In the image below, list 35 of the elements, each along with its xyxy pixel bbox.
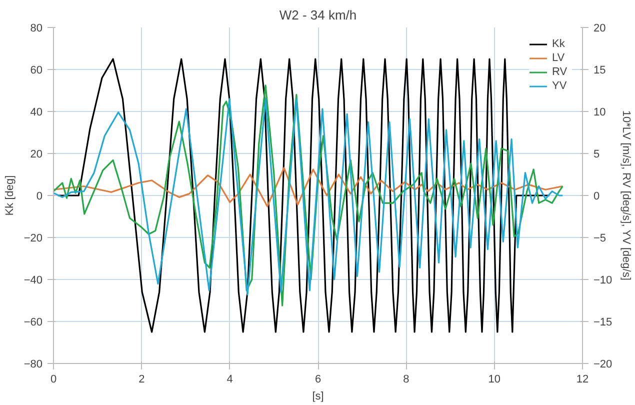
y2-tick-label: −10 (594, 274, 612, 286)
y2-axis-title: 10*LV [m/s], RV [deg/s], YV [deg/s] (620, 110, 632, 280)
y2-tick-label: 10 (594, 106, 606, 118)
y2-tick-label: −15 (594, 316, 612, 328)
y-tick-label: −60 (24, 316, 43, 328)
x-tick-label: 10 (488, 374, 500, 386)
y2-tick-label: 20 (594, 22, 606, 34)
y2-tick-label: −5 (594, 232, 606, 244)
legend-label: LV (552, 51, 566, 65)
legend-label: Kk (552, 37, 566, 51)
x-tick-label: 8 (403, 374, 410, 386)
legend-label: RV (552, 65, 568, 79)
line-series (57, 58, 550, 333)
y-tick-label: 40 (30, 106, 43, 118)
line-series (54, 166, 564, 208)
y2-tick-label: 5 (594, 148, 600, 160)
x-tick-label: 4 (226, 374, 233, 386)
x-tick-label: 6 (314, 374, 322, 386)
x-axis-title: [s] (312, 390, 324, 402)
chart-title: W2 - 34 km/h (279, 8, 357, 22)
y-tick-label: 0 (36, 190, 43, 202)
y-axis-title: Kk [deg] (4, 175, 16, 216)
y-tick-label: 80 (30, 22, 43, 34)
y-tick-label: 60 (30, 64, 43, 76)
y2-tick-label: 15 (594, 64, 606, 76)
x-tick-label: 2 (138, 374, 145, 386)
y-tick-label: −80 (24, 358, 43, 370)
y2-tick-label: 0 (594, 190, 600, 202)
y-tick-label: 20 (30, 148, 43, 160)
y2-tick-label: −20 (594, 358, 612, 370)
y-tick-label: −20 (24, 232, 43, 244)
x-tick-label: 0 (50, 374, 57, 386)
x-tick-label: 12 (576, 374, 589, 386)
legend-label: YV (552, 79, 568, 93)
y-tick-label: −40 (24, 274, 43, 286)
